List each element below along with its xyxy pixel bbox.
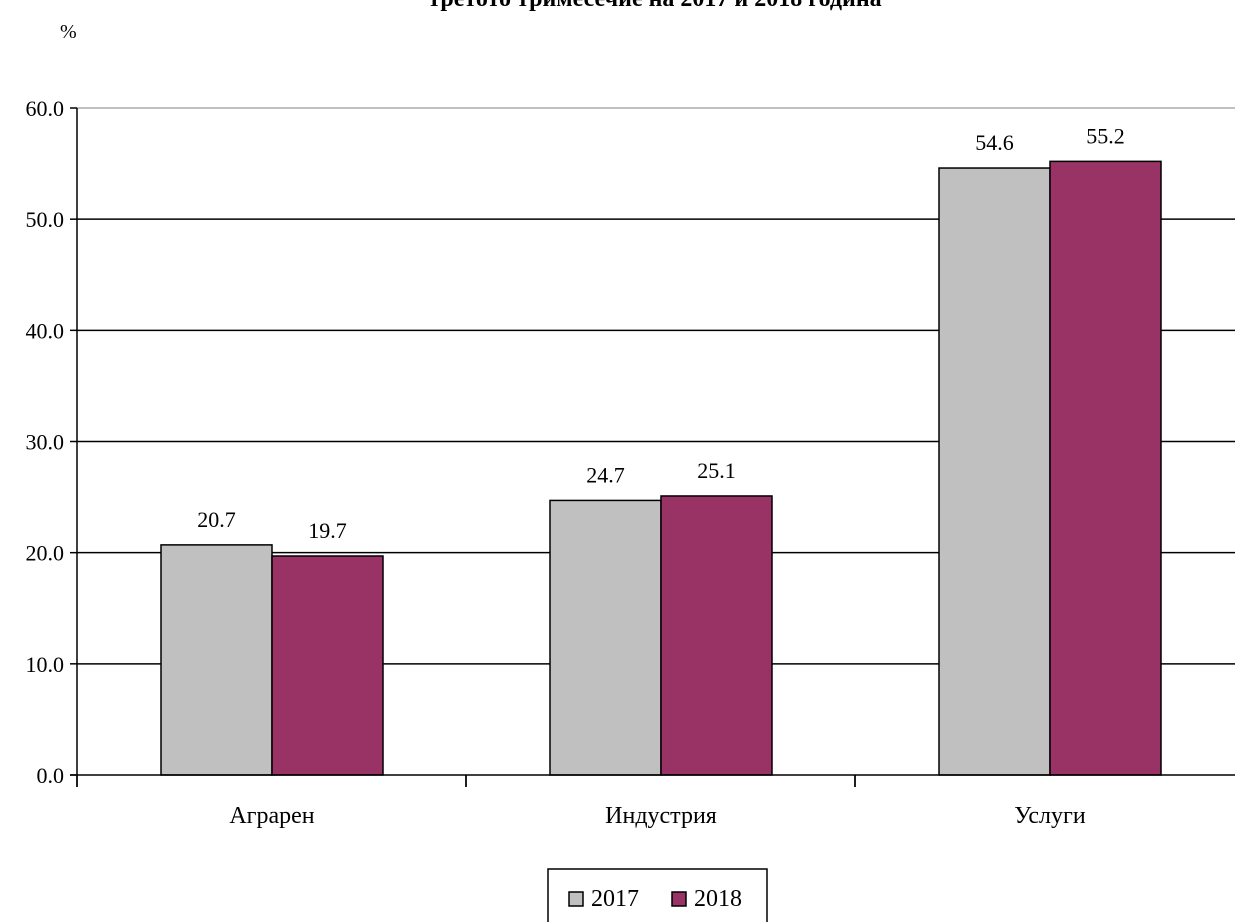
y-tick-label: 30.0 (26, 430, 65, 455)
chart-title: третото тримесечие на 2017 и 2018 година (428, 0, 881, 12)
bars (160, 160, 1162, 776)
x-tick-label: Услуги (1014, 803, 1086, 829)
bar-2018-0 (271, 555, 384, 776)
y-tick-label: 0.0 (37, 763, 65, 788)
legend-label-2017: 2017 (591, 886, 639, 912)
legend-box (547, 868, 768, 922)
x-tick-label: Индустрия (605, 803, 717, 829)
legend: 2017 2018 (547, 868, 768, 922)
y-tick-label: 50.0 (26, 207, 65, 232)
y-tick-label: 20.0 (26, 541, 65, 566)
bar-2018-1 (660, 495, 773, 776)
data-label: 25.1 (697, 458, 736, 483)
axes (70, 107, 1235, 787)
data-label: 55.2 (1086, 123, 1125, 148)
y-tick-label: 60.0 (26, 96, 65, 121)
legend-swatch-2017 (568, 891, 584, 907)
x-tick-label: Аграрен (229, 803, 314, 829)
legend-label-2018: 2018 (694, 886, 742, 912)
bar-2017-1 (549, 499, 662, 776)
y-tick-labels: 0.0 10.0 20.0 30.0 40.0 50.0 60.0 (26, 96, 65, 788)
y-axis-unit-label: % (60, 21, 77, 43)
legend-swatch-2018 (671, 891, 687, 907)
data-label: 19.7 (308, 518, 347, 543)
y-tick-label: 40.0 (26, 318, 65, 343)
data-label: 20.7 (197, 507, 236, 532)
bar-2018-2 (1049, 160, 1162, 776)
bar-2017-0 (160, 544, 273, 776)
x-tick-labels: Аграрен Индустрия Услуги (229, 803, 1086, 829)
data-label: 24.7 (586, 462, 625, 487)
data-label: 54.6 (975, 130, 1014, 155)
data-labels: 20.7 19.7 24.7 25.1 54.6 55.2 (197, 123, 1125, 543)
bar-2017-2 (938, 167, 1051, 776)
y-tick-label: 10.0 (26, 652, 65, 677)
